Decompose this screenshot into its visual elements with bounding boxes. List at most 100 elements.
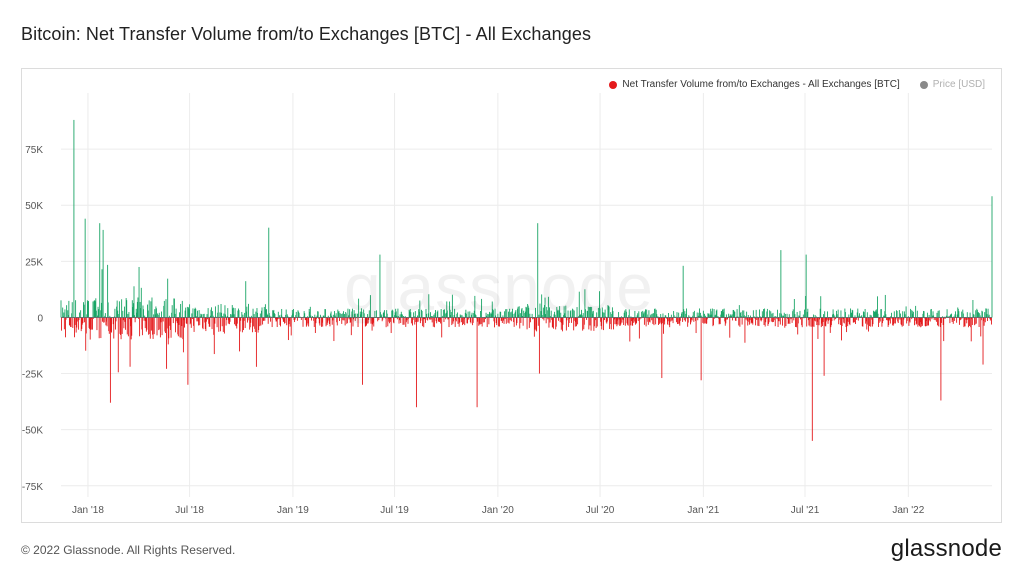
bar: [513, 317, 515, 327]
bar: [713, 309, 715, 318]
bar: [932, 315, 933, 318]
bar: [506, 309, 508, 318]
bar: [250, 315, 252, 318]
bar: [358, 298, 360, 318]
glassnode-logo[interactable]: glassnode: [890, 535, 1002, 562]
bar: [480, 310, 481, 318]
bar: [355, 313, 357, 318]
bar: [768, 317, 769, 324]
bar: [402, 317, 404, 325]
bar: [806, 317, 808, 327]
bar: [144, 317, 146, 329]
bar: [885, 317, 887, 321]
bar: [465, 313, 467, 318]
bar: [678, 312, 680, 318]
bar: [676, 312, 678, 318]
bar: [489, 313, 491, 318]
bar: [141, 317, 143, 336]
bar: [86, 300, 88, 318]
bar: [179, 312, 180, 318]
bar: [595, 317, 597, 321]
bar: [949, 317, 951, 324]
bar: [463, 317, 465, 324]
bar: [681, 312, 683, 318]
bar: [827, 311, 828, 318]
bar: [805, 254, 807, 318]
bar: [686, 308, 687, 318]
bar: [651, 317, 653, 321]
bar: [455, 317, 457, 320]
bar: [693, 317, 695, 322]
bar: [64, 309, 66, 318]
bar: [535, 317, 537, 331]
bar: [964, 317, 966, 327]
bar: [137, 297, 139, 318]
bar: [71, 313, 73, 318]
bar: [158, 317, 160, 331]
bar: [514, 313, 516, 318]
bar: [641, 311, 643, 318]
bar: [136, 312, 138, 318]
bar: [504, 317, 506, 319]
bar: [439, 317, 441, 320]
bar: [661, 317, 663, 324]
bar: [960, 317, 961, 320]
bar: [521, 309, 522, 318]
legend-entry-net-transfer[interactable]: Net Transfer Volume from/to Exchanges - …: [609, 79, 900, 90]
bar: [282, 317, 284, 322]
bar: [761, 311, 763, 318]
bar: [897, 317, 899, 324]
bar: [426, 313, 427, 318]
bar: [609, 317, 611, 329]
bar: [410, 317, 412, 324]
bar: [991, 196, 993, 318]
bar: [225, 314, 226, 318]
bar: [350, 317, 352, 336]
bar: [352, 317, 354, 327]
bar: [833, 317, 835, 321]
bar: [271, 317, 273, 328]
bar: [494, 308, 496, 318]
bar: [809, 317, 810, 320]
bar: [582, 317, 584, 331]
bar: [112, 317, 114, 325]
bar: [574, 317, 576, 321]
bar: [84, 317, 86, 323]
bar: [214, 306, 216, 318]
bar: [389, 317, 390, 324]
bar: [226, 317, 228, 320]
bar: [546, 306, 548, 318]
bar: [93, 317, 95, 319]
bar: [731, 315, 732, 318]
legend-entry-price[interactable]: Price [USD]: [919, 79, 985, 90]
bar: [919, 317, 921, 327]
bar: [544, 305, 545, 318]
bar: [345, 311, 347, 318]
bar: [659, 317, 661, 323]
bar: [171, 312, 173, 318]
bar: [979, 313, 981, 318]
bar: [823, 317, 825, 376]
bar: [208, 317, 210, 327]
bar: [847, 317, 849, 327]
bar: [613, 317, 615, 325]
bar: [834, 315, 836, 318]
bar: [387, 317, 389, 319]
bar: [75, 300, 77, 318]
bar: [536, 317, 538, 332]
bar: [835, 317, 837, 319]
bar: [428, 294, 430, 318]
bar: [395, 311, 397, 318]
bar: [140, 308, 142, 318]
bar: [723, 308, 725, 318]
bar: [467, 311, 469, 318]
bar: [186, 306, 188, 318]
bar: [921, 317, 923, 326]
bar: [527, 304, 529, 318]
bar: [124, 306, 125, 318]
bar: [707, 314, 709, 318]
bar: [989, 317, 991, 319]
bar: [115, 317, 116, 330]
bar: [396, 317, 398, 320]
